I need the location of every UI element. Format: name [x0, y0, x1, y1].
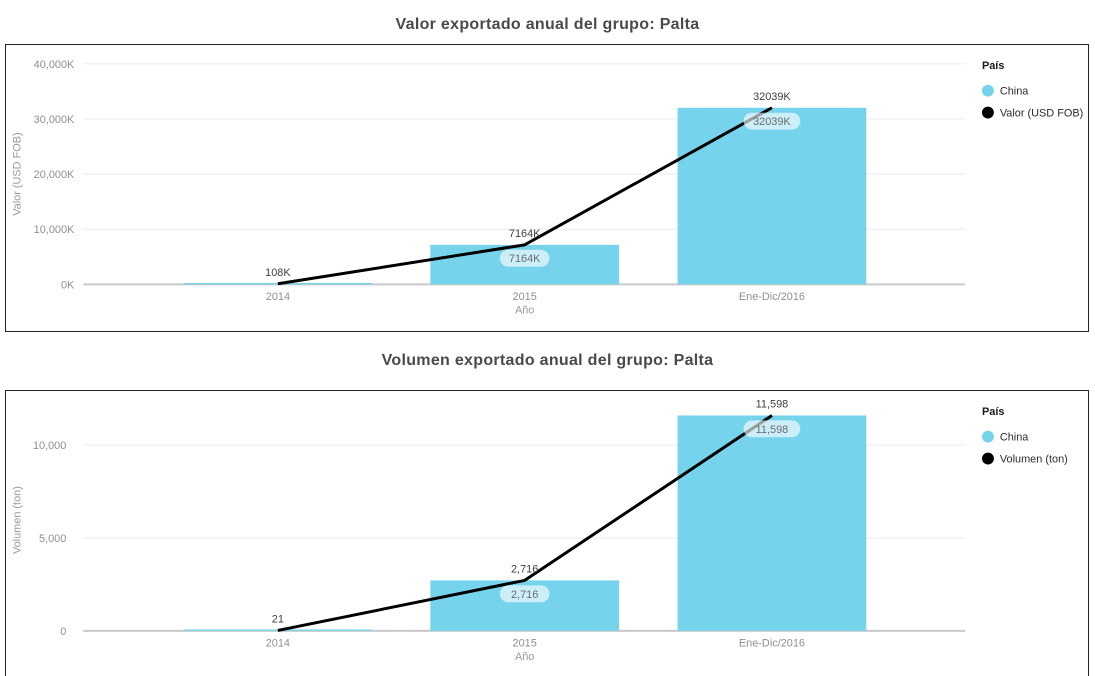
line-data-label: 21 — [272, 614, 284, 626]
bar-data-label: 7164K — [509, 253, 541, 265]
legend-item-china[interactable]: China — [981, 84, 1029, 98]
x-tick-label: 2015 — [513, 291, 537, 303]
legend-label: China — [1000, 432, 1029, 444]
x-tick-label: 2015 — [513, 638, 537, 650]
line-series[interactable] — [277, 414, 773, 632]
y-tick-label: 40,000K — [34, 59, 75, 71]
line-data-label: 32039K — [753, 91, 791, 103]
bar-data-label: 11,598 — [756, 424, 789, 436]
bar-data-label: 2,716 — [511, 589, 538, 601]
bar-data-label: 32039K — [753, 116, 791, 128]
valor-chart: 0K 10,000K 20,000K 30,000K 40,000K Valor (USD… — [5, 44, 1089, 332]
y-tick-label: 20,000K — [34, 169, 75, 181]
volumen-chart-title: Volumen exportado anual del grupo: Palta — [381, 352, 714, 369]
x-axis-title: Año — [515, 651, 534, 663]
legend-swatch — [981, 106, 994, 119]
bar-label-pill — [499, 249, 550, 267]
y-axis-title: Valor (USD FOB) — [12, 132, 24, 215]
bar-Ene-Dic/2016[interactable] — [677, 107, 867, 285]
x-axis-title: Año — [515, 305, 534, 317]
line-data-label: 108K — [265, 267, 291, 279]
line-data-label: 7164K — [509, 228, 541, 240]
legend-swatch — [981, 84, 994, 97]
x-tick-label: 2014 — [266, 638, 290, 650]
valor-chart-plot: 0K 10,000K 20,000K 30,000K 40,000K Valor (USD… — [12, 59, 1084, 317]
y-axis-title: Volumen (ton) — [12, 486, 24, 554]
legend-item-china[interactable]: China — [982, 430, 1029, 444]
legend-item-volumen-ton-[interactable]: Volumen (ton) — [982, 452, 1068, 466]
bar-label-pill — [743, 112, 801, 130]
legend-swatch — [982, 430, 994, 443]
y-tick-label: 0 — [60, 626, 66, 638]
y-tick-label: 30,000K — [34, 114, 75, 126]
line-data-label: 11,598 — [756, 399, 789, 411]
y-tick-label: 10,000K — [34, 224, 75, 236]
x-tick-label: Ene-Dic/2016 — [739, 638, 805, 650]
bar-Ene-Dic/2016[interactable] — [677, 415, 867, 631]
legend-label: China — [1000, 86, 1029, 98]
line-series[interactable] — [277, 106, 773, 286]
legend-swatch — [982, 452, 994, 465]
valor-chart-title: Valor exportado anual del grupo: Palta — [395, 16, 700, 33]
legend-title: País — [982, 60, 1004, 72]
x-tick-label: 2014 — [266, 291, 290, 303]
volumen-chart: 0 5,000 10,000 Volumen (ton) 2014 2015 Ene-Dic… — [5, 390, 1089, 676]
y-tick-label: 10,000 — [33, 440, 66, 452]
legend-item-valor-usd-fob-[interactable]: Valor (USD FOB) — [981, 106, 1083, 120]
x-tick-label: Ene-Dic/2016 — [739, 291, 805, 303]
y-tick-label: 5,000 — [39, 533, 66, 545]
volumen-chart-plot: 0 5,000 10,000 Volumen (ton) 2014 2015 Ene-Dic… — [12, 399, 1068, 664]
legend-label: Volumen (ton) — [1000, 454, 1068, 466]
bar-label-pill — [499, 585, 550, 603]
line-data-label: 2,716 — [511, 563, 538, 575]
y-tick-label: 0K — [61, 279, 75, 291]
legend-label: Valor (USD FOB) — [1000, 108, 1083, 120]
bar-label-pill — [743, 420, 801, 438]
legend-title: País — [982, 406, 1004, 418]
